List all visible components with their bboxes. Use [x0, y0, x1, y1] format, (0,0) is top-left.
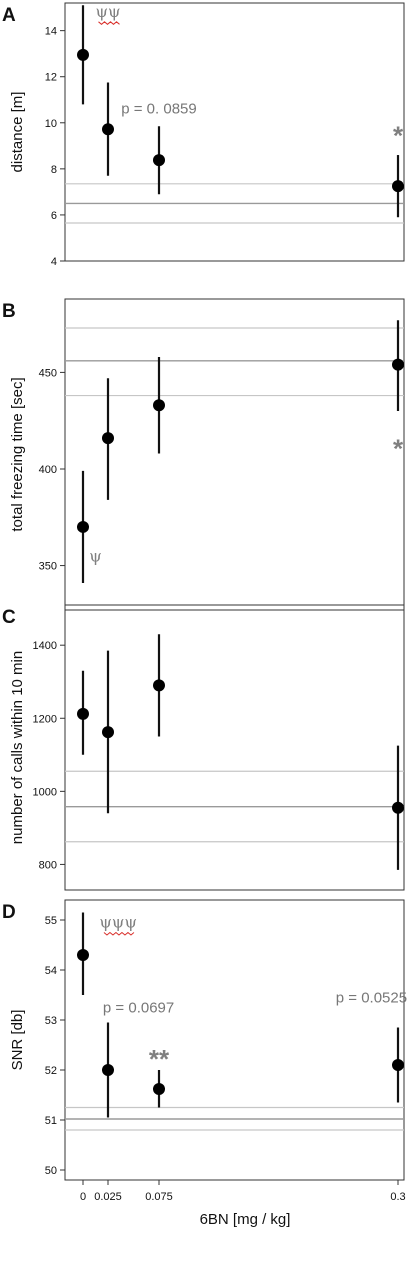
panel-d-data-point	[102, 1064, 114, 1076]
panel-d-p-value: p = 0.0525	[336, 990, 407, 1007]
panel-a-ytick-label: 4	[51, 256, 57, 268]
panel-b-data-point	[102, 432, 114, 445]
panel-a-data-point	[102, 123, 114, 136]
panel-a-p-value: p = 0. 0859	[121, 101, 196, 118]
panel-a-data-point	[392, 180, 404, 193]
panel-d-y-axis-label: SNR [db]	[9, 1010, 26, 1071]
panel-d-ytick-label: 52	[45, 1065, 57, 1077]
panel-b-data-point	[153, 399, 165, 412]
panel-c-ytick-label: 1200	[33, 713, 57, 725]
panel-d-ytick-label: 54	[45, 965, 57, 977]
panel-d-ytick-label: 51	[45, 1115, 57, 1127]
panel-c-ytick-label: 1000	[33, 786, 57, 798]
panel-a-psi-underline	[98, 21, 120, 25]
panel-a-letter: A	[2, 5, 16, 26]
panel-b-data-point	[77, 520, 89, 533]
panel-c-data-point	[153, 679, 165, 692]
panel-c-data-point	[392, 801, 404, 814]
panel-a-y-axis-label: distance [m]	[9, 92, 26, 173]
panel-a-data-point	[77, 48, 89, 61]
panel-d-ytick-label: 55	[45, 915, 57, 927]
panel-d-data-point	[77, 949, 89, 961]
panel-a-ytick-label: 12	[45, 72, 57, 84]
x-axis-label: 6BN [mg / kg]	[200, 1211, 291, 1228]
panel-d-ytick-label: 50	[45, 1165, 57, 1177]
panel-b-ytick-label: 400	[39, 464, 57, 476]
panel-a-significance-stars: *	[393, 121, 404, 151]
x-tick-label: 0	[80, 1191, 86, 1203]
panel-a-ytick-label: 8	[51, 164, 57, 176]
panel-d-data-point	[153, 1083, 165, 1095]
panel-a-data-point	[153, 154, 165, 167]
panel-d-frame	[64, 899, 405, 1181]
panel-a-ytick-label: 10	[45, 118, 57, 130]
panel-b-significance-stars: *	[393, 434, 404, 464]
panel-b-ytick-label: 350	[39, 561, 57, 573]
panel-c-ytick-label: 800	[39, 859, 57, 871]
panel-c-y-axis-label: number of calls within 10 min	[9, 651, 26, 844]
panel-a-ytick-label: 6	[51, 210, 57, 222]
panel-c-letter: C	[2, 607, 16, 628]
panel-d-data-point	[392, 1059, 404, 1071]
panel-a-psi-annotation: ψψ	[95, 2, 120, 21]
panel-d-p-value: p = 0.0697	[103, 1000, 174, 1017]
x-tick-label: 0.3	[390, 1191, 405, 1203]
panel-b-letter: B	[2, 301, 16, 322]
panel-b-psi-annotation: ψ	[89, 547, 102, 566]
panel-b-ytick-label: 450	[39, 367, 57, 379]
panel-b-y-axis-label: total freezing time [sec]	[9, 377, 26, 531]
x-tick-label: 0.025	[94, 1191, 122, 1203]
panel-a-frame	[64, 2, 405, 262]
panel-b-frame	[64, 298, 405, 611]
panel-c-frame	[64, 604, 405, 891]
panel-d-psi-underline	[103, 931, 135, 936]
panel-d-significance-stars: **	[149, 1044, 170, 1074]
panel-c-data-point	[102, 726, 114, 739]
panel-d-ytick-label: 53	[45, 1015, 57, 1027]
x-tick-label: 0.075	[145, 1191, 173, 1203]
panel-a-ytick-label: 14	[45, 26, 57, 38]
panel-b-data-point	[392, 358, 404, 371]
panel-c-ytick-label: 1400	[33, 640, 57, 652]
panel-d-psi-annotation: ψψψ	[99, 913, 137, 932]
panel-d-letter: D	[2, 902, 16, 923]
panel-c-data-point	[77, 707, 89, 720]
